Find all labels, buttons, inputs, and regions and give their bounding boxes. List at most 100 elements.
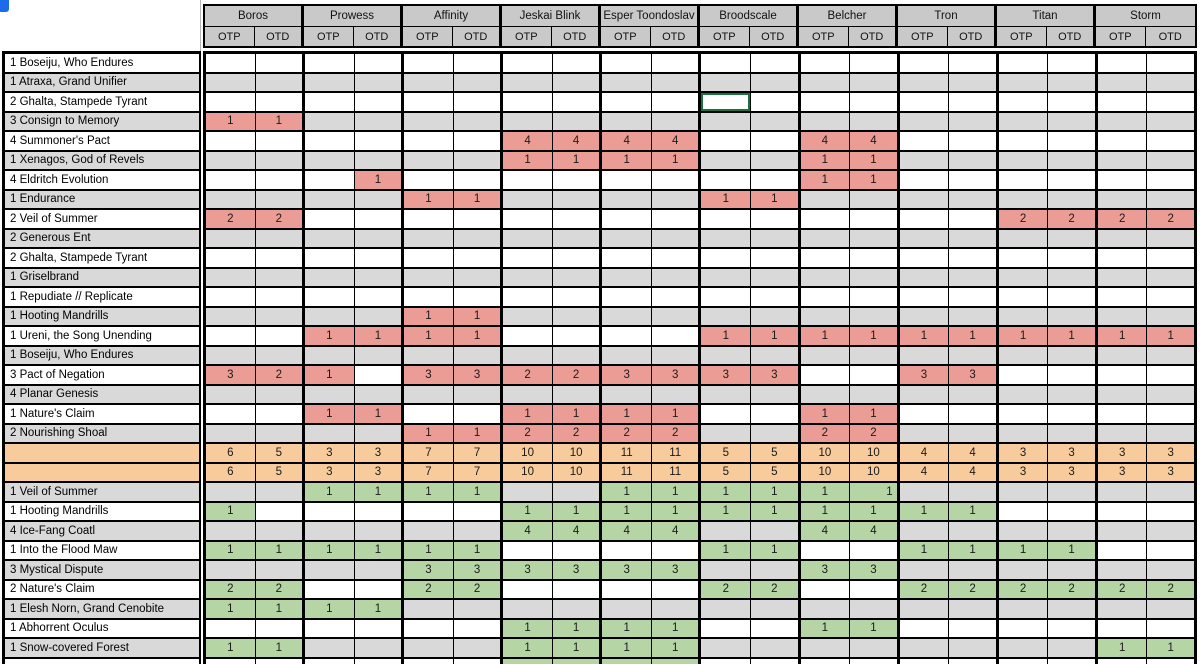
grid-cell[interactable] — [206, 405, 256, 423]
grid-cell[interactable] — [305, 619, 355, 637]
subheader-otd[interactable]: OTD — [453, 27, 502, 46]
grid-cell[interactable] — [1147, 522, 1197, 540]
grid-cell[interactable] — [751, 561, 801, 579]
grid-cell[interactable] — [1147, 561, 1197, 579]
grid-cell[interactable]: 2 — [998, 210, 1049, 228]
grid-cell[interactable] — [1147, 73, 1197, 91]
deck-header-storm[interactable]: Storm — [1130, 10, 1161, 22]
grid-cell[interactable] — [206, 190, 256, 208]
grid-cell[interactable]: 11 — [602, 463, 652, 481]
grid-cell[interactable]: 1 — [255, 541, 306, 559]
grid-cell[interactable] — [850, 541, 900, 559]
grid-cell[interactable]: 1 — [850, 502, 900, 520]
grid-cell[interactable] — [701, 229, 752, 247]
grid-cell[interactable] — [354, 93, 405, 111]
grid-cell[interactable] — [354, 210, 405, 228]
grid-cell[interactable] — [552, 288, 603, 306]
grid-cell[interactable] — [404, 502, 454, 520]
grid-cell[interactable] — [453, 268, 504, 286]
grid-cell[interactable]: 3 — [751, 366, 801, 384]
grid-cell[interactable] — [701, 93, 752, 111]
grid-cell[interactable] — [751, 639, 801, 657]
grid-cell[interactable] — [354, 346, 405, 364]
grid-cell[interactable]: 2 — [998, 580, 1049, 598]
grid-cell[interactable] — [751, 619, 801, 637]
grid-cell[interactable]: 1 — [552, 502, 603, 520]
grid-cell[interactable]: 3 — [503, 561, 553, 579]
grid-cell[interactable]: 1 — [850, 619, 900, 637]
grid-cell[interactable] — [552, 600, 603, 618]
grid-cell[interactable] — [305, 73, 355, 91]
grid-cell[interactable] — [354, 424, 405, 442]
grid-cell[interactable] — [751, 112, 801, 130]
grid-cell[interactable] — [1048, 171, 1098, 189]
grid-cell[interactable]: 6 — [206, 463, 256, 481]
grid-cell[interactable] — [552, 268, 603, 286]
grid-cell[interactable] — [899, 249, 950, 267]
grid-cell[interactable] — [552, 541, 603, 559]
grid-cell[interactable] — [404, 405, 454, 423]
grid-cell[interactable] — [998, 639, 1049, 657]
deck-header-boros[interactable]: Boros — [205, 6, 304, 26]
grid-cell[interactable] — [255, 288, 306, 306]
grid-cell[interactable] — [899, 73, 950, 91]
grid-cell[interactable] — [305, 210, 355, 228]
grid-cell[interactable] — [305, 580, 355, 598]
grid-cell[interactable]: 7 — [404, 444, 454, 462]
card-name-cell[interactable]: 2 Veil of Summer — [5, 210, 201, 230]
subheader-otp[interactable]: OTP — [601, 27, 651, 46]
grid-cell[interactable] — [206, 307, 256, 325]
grid-cell[interactable] — [354, 522, 405, 540]
grid-cell[interactable] — [751, 405, 801, 423]
grid-cell[interactable]: 1 — [899, 541, 950, 559]
grid-cell[interactable]: 1 — [305, 483, 355, 501]
grid-cell[interactable] — [1097, 268, 1148, 286]
grid-cell[interactable] — [255, 346, 306, 364]
grid-cell[interactable] — [503, 483, 553, 501]
grid-cell[interactable] — [949, 288, 999, 306]
grid-cell[interactable] — [998, 658, 1049, 664]
grid-cell[interactable] — [503, 54, 553, 72]
grid-cell[interactable]: 1 — [751, 190, 801, 208]
grid-cell[interactable]: 11 — [602, 444, 652, 462]
grid-cell[interactable] — [354, 54, 405, 72]
subheader-otd[interactable]: OTD — [651, 27, 700, 46]
grid-cell[interactable] — [255, 268, 306, 286]
grid-cell[interactable] — [404, 151, 454, 169]
grid-cell[interactable] — [1147, 619, 1197, 637]
grid-cell[interactable] — [1147, 132, 1197, 150]
grid-cell[interactable] — [949, 112, 999, 130]
grid-cell[interactable] — [305, 288, 355, 306]
grid-cell[interactable] — [998, 268, 1049, 286]
grid-cell[interactable] — [453, 639, 504, 657]
grid-cell[interactable]: 1 — [404, 327, 454, 345]
grid-cell[interactable] — [404, 249, 454, 267]
grid-cell[interactable] — [1097, 132, 1148, 150]
grid-cell[interactable]: 2 — [651, 424, 702, 442]
grid-cell[interactable] — [1048, 93, 1098, 111]
grid-cell[interactable] — [998, 307, 1049, 325]
grid-cell[interactable] — [1097, 93, 1148, 111]
grid-cell[interactable] — [255, 658, 306, 664]
grid-cell[interactable] — [206, 385, 256, 403]
grid-cell[interactable] — [701, 288, 752, 306]
grid-cell[interactable] — [1097, 658, 1148, 664]
grid-cell[interactable] — [1048, 73, 1098, 91]
grid-cell[interactable] — [1147, 600, 1197, 618]
grid-cell[interactable]: 3 — [552, 561, 603, 579]
grid-cell[interactable] — [1147, 658, 1197, 664]
grid-cell[interactable] — [206, 132, 256, 150]
grid-cell[interactable] — [651, 229, 702, 247]
grid-cell[interactable]: 2 — [751, 580, 801, 598]
grid-cell[interactable] — [602, 288, 652, 306]
grid-cell[interactable] — [404, 639, 454, 657]
grid-cell[interactable] — [255, 307, 306, 325]
grid-cell[interactable] — [206, 151, 256, 169]
grid-cell[interactable]: 3 — [1048, 444, 1098, 462]
card-name-cell[interactable]: 1 Repudiate // Replicate — [5, 288, 201, 308]
grid-cell[interactable] — [206, 327, 256, 345]
grid-cell[interactable] — [404, 600, 454, 618]
grid-cell[interactable] — [751, 171, 801, 189]
grid-cell[interactable] — [751, 93, 801, 111]
grid-cell[interactable] — [1048, 619, 1098, 637]
